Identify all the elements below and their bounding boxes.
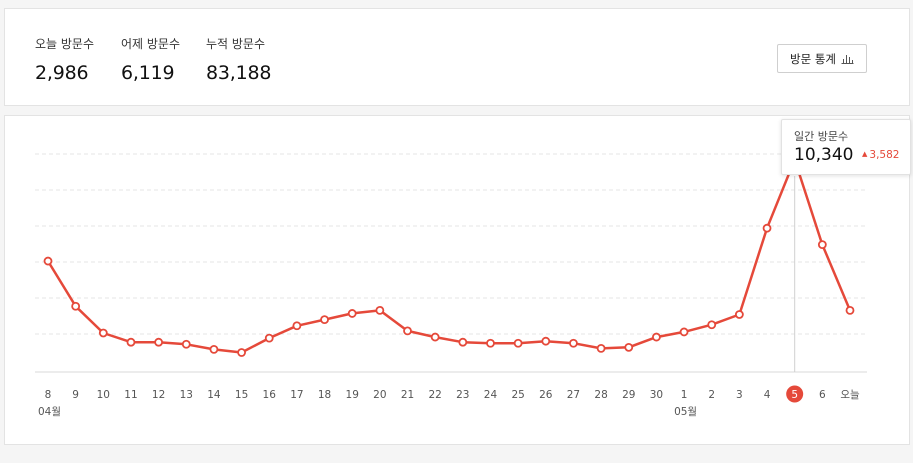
data-point[interactable]: [486, 338, 495, 348]
x-tick-label: 27: [567, 389, 580, 401]
chart-points[interactable]: [43, 154, 855, 357]
x-tick-label: 30: [650, 389, 663, 401]
month-label: 05월: [674, 406, 697, 418]
stat-total-label: 누적 방문수: [206, 37, 266, 51]
data-point[interactable]: [154, 337, 164, 347]
tooltip-delta-value: 3,582: [869, 149, 900, 161]
daily-visits-chart: 8 9 10 11 12 13 14 15 16 17 18 19 20 21 22 23 24 25 26 27 28…: [35, 153, 867, 418]
data-point[interactable]: [707, 320, 717, 330]
data-point[interactable]: [347, 309, 357, 318]
stat-yesterday-label: 어제 방문수: [121, 37, 181, 51]
data-point[interactable]: [458, 337, 468, 347]
month-label: 04월: [38, 406, 61, 418]
data-point[interactable]: [430, 332, 440, 342]
stat-total: 누적 방문수 83,188: [206, 35, 271, 84]
up-arrow-icon: ▲: [862, 150, 868, 158]
stat-today-value: 2,986: [35, 62, 89, 84]
visit-stats-button-label: 방문 통계: [790, 51, 836, 66]
x-tick-label: 오늘: [840, 389, 860, 401]
x-tick-label: 6: [819, 389, 826, 401]
data-point[interactable]: [596, 343, 606, 353]
data-point[interactable]: [98, 328, 108, 338]
x-tick-label: 22: [428, 389, 441, 401]
series-line: [46, 158, 852, 354]
bar-chart-icon: [841, 55, 854, 64]
x-tick-label: 18: [318, 389, 331, 401]
x-tick-label: 2: [708, 389, 715, 401]
x-tick-label: 9: [72, 389, 79, 401]
data-point[interactable]: [624, 342, 634, 352]
x-tick-label: 24: [484, 389, 498, 401]
x-tick-label: 19: [346, 389, 359, 401]
x-tick-label: 15: [235, 389, 248, 401]
daily-visits-tooltip: 일간 방문수 10,340 ▲ 3,582: [781, 119, 911, 175]
x-tick-label: 28: [594, 389, 607, 401]
data-point[interactable]: [679, 327, 689, 337]
x-tick-label: 23: [456, 389, 469, 401]
x-tick-label: 25: [511, 389, 524, 401]
chart-grid: [35, 153, 867, 335]
active-date-badge: [786, 385, 804, 403]
data-point[interactable]: [43, 256, 53, 266]
tooltip-label: 일간 방문수: [794, 130, 849, 143]
data-point[interactable]: [181, 339, 191, 349]
data-point[interactable]: [126, 337, 136, 347]
data-point[interactable]: [569, 338, 578, 348]
stat-yesterday: 어제 방문수 6,119: [121, 35, 180, 84]
x-tick-label: 4: [764, 389, 771, 401]
data-point[interactable]: [762, 223, 772, 233]
x-tick-label: 16: [263, 389, 277, 401]
data-point[interactable]: [541, 336, 551, 346]
x-tick-label: 14: [207, 389, 221, 401]
x-tick-label: 26: [539, 389, 553, 401]
data-point[interactable]: [513, 338, 523, 348]
tooltip-value: 10,340: [794, 145, 854, 165]
x-tick-label: 10: [97, 389, 110, 401]
x-tick-label: 11: [124, 389, 137, 401]
x-tick-label: 8: [45, 389, 52, 401]
stat-total-value: 83,188: [206, 62, 272, 84]
tooltip-delta: ▲ 3,582: [862, 149, 899, 161]
data-point[interactable]: [845, 305, 855, 315]
data-point[interactable]: [264, 333, 274, 343]
x-tick-label: 1: [681, 389, 688, 401]
x-tick-label: 12: [152, 389, 165, 401]
visit-stats-button[interactable]: 방문 통계: [777, 44, 867, 73]
data-point[interactable]: [237, 348, 246, 357]
data-point[interactable]: [375, 305, 385, 315]
chart-line-layer: [46, 158, 852, 354]
data-point[interactable]: [292, 321, 302, 331]
data-point[interactable]: [209, 344, 219, 354]
stat-yesterday-value: 6,119: [121, 62, 175, 84]
x-tick-label: 20: [373, 389, 386, 401]
x-tick-label: 5: [791, 389, 798, 401]
data-point[interactable]: [734, 310, 744, 319]
daily-visits-chart-panel: 8 9 10 11 12 13 14 15 16 17 18 19 20 21 22 23 24 25 26 27 28…: [4, 115, 911, 445]
data-point[interactable]: [817, 240, 827, 250]
x-tick-label: 29: [622, 389, 635, 401]
data-point[interactable]: [652, 332, 661, 342]
data-point[interactable]: [403, 326, 412, 336]
stat-today: 오늘 방문수 2,986: [35, 35, 94, 84]
data-point[interactable]: [320, 315, 329, 325]
stat-today-label: 오늘 방문수: [35, 37, 95, 51]
x-tick-label: 13: [180, 389, 193, 401]
x-tick-label: 17: [290, 389, 303, 401]
x-axis-ticks: 8 9 10 11 12 13 14 15 16 17 18 19 20 21 22 23 24 25 26 27 28…: [38, 385, 860, 418]
x-tick-label: 21: [401, 389, 414, 401]
visitor-summary-panel: 오늘 방문수 2,986 어제 방문수 6,119 누적 방문수 83,188 …: [4, 8, 910, 106]
data-point[interactable]: [71, 301, 81, 311]
x-tick-label: 3: [736, 389, 743, 401]
